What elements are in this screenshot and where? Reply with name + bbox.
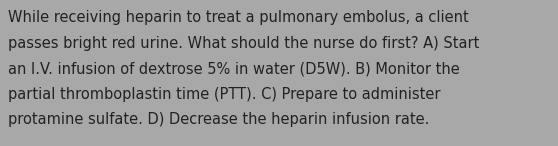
Text: partial thromboplastin time (PTT). C) Prepare to administer: partial thromboplastin time (PTT). C) Pr…	[8, 87, 441, 102]
Text: passes bright red urine. What should the nurse do first? A) Start: passes bright red urine. What should the…	[8, 36, 480, 51]
Text: While receiving heparin to treat a pulmonary embolus, a client: While receiving heparin to treat a pulmo…	[8, 10, 469, 25]
Text: protamine sulfate. D) Decrease the heparin infusion rate.: protamine sulfate. D) Decrease the hepar…	[8, 112, 430, 127]
Text: an I.V. infusion of dextrose 5% in water (D5W). B) Monitor the: an I.V. infusion of dextrose 5% in water…	[8, 61, 460, 76]
